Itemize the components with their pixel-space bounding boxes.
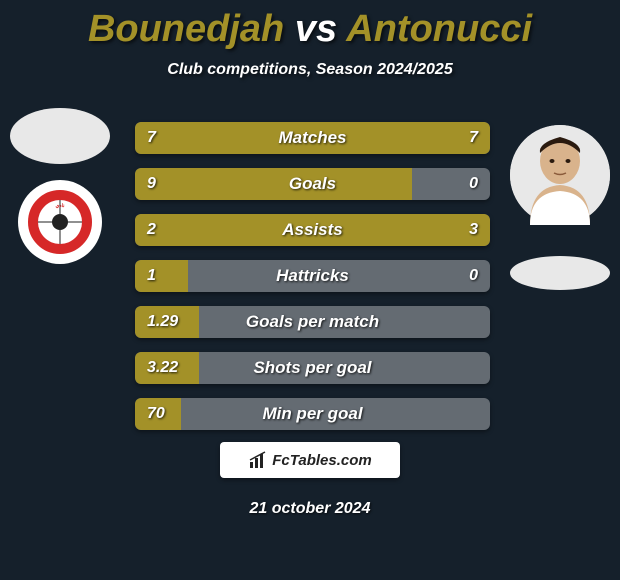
date-label: 21 october 2024 [0,500,620,518]
vs-label: vs [295,8,337,50]
comparison-title: Bounedjah vs Antonucci [0,0,620,51]
stat-value-right: 0 [457,168,490,200]
svg-text:نادي: نادي [55,203,65,209]
player1-portrait [10,108,110,164]
stat-value-left: 2 [135,214,168,246]
player2-club-badge [510,256,610,290]
stat-value-left: 70 [135,398,177,430]
stat-value-left: 9 [135,168,168,200]
stat-row: Matches7 7 [135,122,490,154]
stat-value-left: 3.22 [135,352,190,384]
stat-label: Min per goal [135,398,490,430]
stat-label: Matches [135,122,490,154]
chart-icon [248,450,268,470]
brand-badge: FcTables.com [220,442,400,478]
stat-row: Shots per goal3.22 [135,352,490,384]
stat-label: Goals [135,168,490,200]
stat-value-left: 7 [135,122,168,154]
stat-row: Goals per match1.29 [135,306,490,338]
stat-label: Hattricks [135,260,490,292]
player2-name: Antonucci [346,8,532,50]
stat-row: Assists2 3 [135,214,490,246]
stat-label: Assists [135,214,490,246]
stat-row: Min per goal70 [135,398,490,430]
subtitle: Club competitions, Season 2024/2025 [0,61,620,79]
brand-text: FcTables.com [272,452,371,469]
stat-value-right: 3 [457,214,490,246]
player1-club-badge: نادي [18,180,102,264]
stat-value-left: 1.29 [135,306,190,338]
stats-bars: Matches77Goals90Assists23Hattricks10Goal… [135,122,490,444]
stat-row: Goals9 0 [135,168,490,200]
stat-value-left: 1 [135,260,168,292]
stat-value-right: 7 [457,122,490,154]
player1-name: Bounedjah [88,8,284,50]
stat-value-right: 0 [457,260,490,292]
player2-portrait [510,125,610,225]
stat-row: Hattricks1 0 [135,260,490,292]
